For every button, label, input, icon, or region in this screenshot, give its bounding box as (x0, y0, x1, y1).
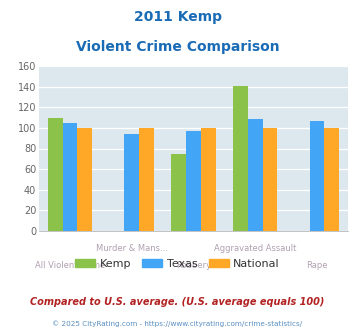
Text: Robbery: Robbery (176, 261, 211, 270)
Bar (263, 128, 278, 231)
Text: 2011 Kemp: 2011 Kemp (133, 10, 222, 24)
Bar (171, 154, 186, 231)
Text: Murder & Mans...: Murder & Mans... (96, 244, 168, 253)
Bar (186, 131, 201, 231)
Text: All Violent Crime: All Violent Crime (35, 261, 105, 270)
Text: Compared to U.S. average. (U.S. average equals 100): Compared to U.S. average. (U.S. average … (30, 297, 325, 307)
Bar (124, 134, 139, 231)
Bar (248, 118, 263, 231)
Bar (48, 117, 62, 231)
Text: Aggravated Assault: Aggravated Assault (214, 244, 296, 253)
Bar (139, 128, 154, 231)
Text: Violent Crime Comparison: Violent Crime Comparison (76, 40, 279, 53)
Bar (233, 85, 248, 231)
Text: Rape: Rape (306, 261, 328, 270)
Bar (310, 121, 324, 231)
Bar (62, 123, 77, 231)
Text: © 2025 CityRating.com - https://www.cityrating.com/crime-statistics/: © 2025 CityRating.com - https://www.city… (53, 320, 302, 327)
Bar (324, 128, 339, 231)
Legend: Kemp, Texas, National: Kemp, Texas, National (71, 254, 284, 273)
Bar (77, 128, 92, 231)
Bar (201, 128, 216, 231)
